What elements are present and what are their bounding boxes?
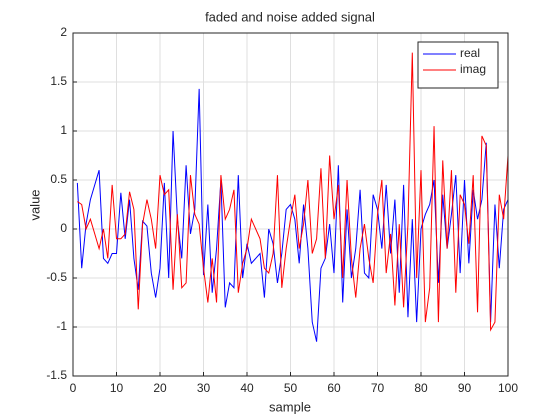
y-tick-label: 0 — [60, 221, 67, 235]
x-tick-label: 30 — [197, 381, 211, 395]
lines — [76, 52, 509, 342]
y-tick-label: -0.5 — [46, 270, 67, 284]
x-tick-label: 10 — [110, 381, 124, 395]
x-axis-label: sample — [269, 399, 311, 414]
legend: real imag — [417, 41, 499, 89]
y-tick-label: 0.5 — [50, 172, 67, 186]
x-tick-label: 20 — [153, 381, 167, 395]
x-tick-label: 70 — [371, 381, 385, 395]
y-tick-label: 1.5 — [50, 74, 67, 88]
axes-box — [72, 32, 509, 377]
legend-label: imag — [460, 62, 486, 76]
y-tick-label: 2 — [60, 25, 67, 39]
line-series — [77, 52, 509, 332]
x-tick-label: 80 — [414, 381, 428, 395]
x-tick-label: 60 — [327, 381, 341, 395]
y-axis-label: value — [27, 189, 42, 220]
x-tick-label: 50 — [284, 381, 298, 395]
y-tick-label: -1.5 — [46, 368, 67, 382]
x-tick-label: 40 — [240, 381, 254, 395]
x-tick-label: 0 — [70, 381, 77, 395]
x-tick-label: 100 — [498, 381, 518, 395]
y-tick-label: 1 — [60, 123, 67, 137]
y-tick-label: -1 — [56, 319, 67, 333]
x-tick-label: 90 — [458, 381, 472, 395]
legend-box — [417, 41, 499, 89]
chart-title: faded and noise added signal — [205, 9, 375, 24]
legend-label: real — [460, 46, 480, 60]
